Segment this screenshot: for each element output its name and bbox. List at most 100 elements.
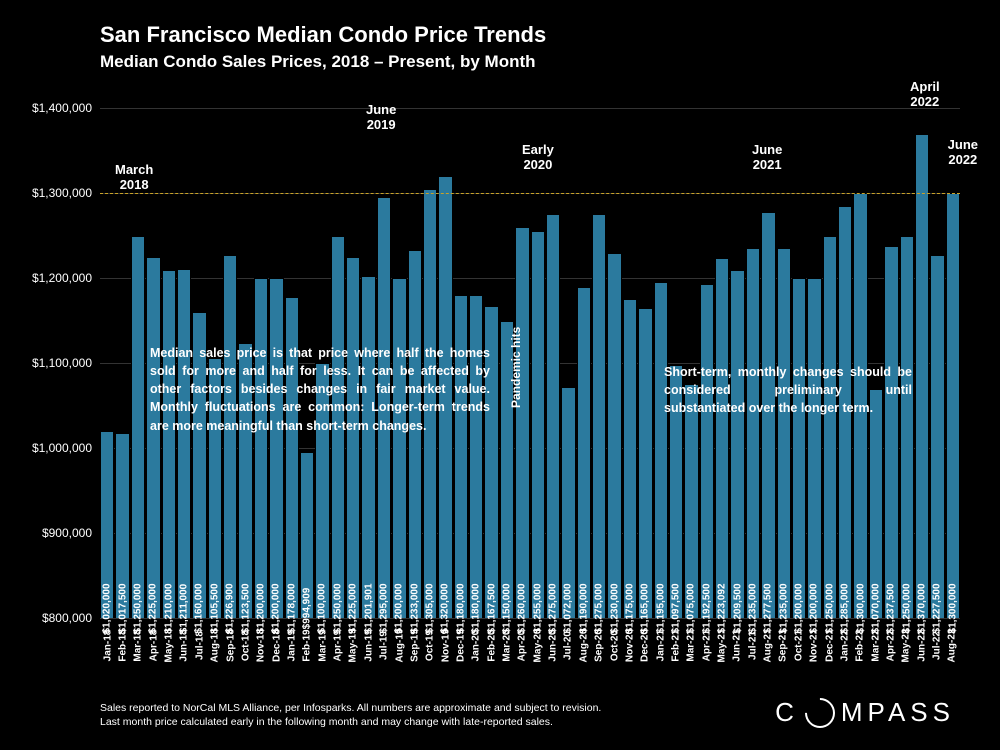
bar: $1,209,500 — [730, 270, 744, 618]
bar-value-label: $1,226,900 — [225, 583, 236, 633]
bar-value-label: $1,167,500 — [486, 583, 497, 633]
bar-value-label: $1,250,000 — [824, 583, 835, 633]
bar: $1,250,000 — [131, 236, 145, 619]
bar-value-label: $1,210,000 — [163, 583, 174, 633]
bar-value-label: $1,300,000 — [855, 583, 866, 633]
bar-value-label: $1,180,000 — [455, 583, 466, 633]
bar-value-label: $1,200,000 — [809, 583, 820, 633]
bar: $1,070,000 — [869, 389, 883, 619]
bar-value-label: $1,180,000 — [471, 583, 482, 633]
annotation-early-2020: Early2020 — [522, 143, 554, 173]
annotation-pandemic: Pandemic hits — [509, 327, 523, 408]
bar-value-label: $1,178,000 — [286, 583, 297, 633]
bar-value-label: $994,909 — [302, 588, 313, 630]
bar-value-label: $1,200,000 — [255, 583, 266, 633]
bar: $1,200,000 — [392, 278, 406, 618]
bar-value-label: $1,285,000 — [840, 583, 851, 633]
compass-logo: C MPASS — [775, 697, 955, 728]
bar-value-label: $1,250,000 — [332, 583, 343, 633]
footnote: Sales reported to NorCal MLS Alliance, p… — [100, 701, 601, 730]
annotation-june-2022: June2022 — [948, 138, 978, 168]
y-axis-tick: $1,200,000 — [32, 271, 92, 285]
compass-logo-icon — [799, 691, 841, 733]
bar-value-label: $1,017,500 — [117, 583, 128, 633]
bar: $1,072,000 — [561, 387, 575, 618]
annotation-april-2022: April2022 — [910, 80, 940, 110]
bar-value-label: $1,225,000 — [348, 583, 359, 633]
bar: $1,226,900 — [223, 255, 237, 618]
y-axis-tick: $900,000 — [42, 526, 92, 540]
bar-value-label: $1,195,000 — [655, 583, 666, 633]
bar: $1,225,000 — [346, 257, 360, 618]
bar: $1,235,000 — [777, 248, 791, 618]
annotation-june-2019: June2019 — [366, 103, 396, 133]
compass-logo-text-rest: MPASS — [841, 697, 955, 728]
annotation-march-2018: March2018 — [115, 163, 153, 193]
bar: $1,230,000 — [607, 253, 621, 619]
bar-value-label: $1,201,901 — [363, 583, 374, 633]
bar: $1,192,500 — [700, 284, 714, 618]
bar: $1,275,000 — [546, 214, 560, 618]
y-axis-tick: $1,400,000 — [32, 101, 92, 115]
explanation-textbox-right: Short-term, monthly changes should be co… — [664, 363, 912, 417]
bar-value-label: $1,105,500 — [209, 583, 220, 633]
bar: $1,223,092 — [715, 258, 729, 618]
bar: $1,165,000 — [638, 308, 652, 618]
bar-value-label: $1,277,500 — [763, 583, 774, 633]
bar-value-label: $1,320,000 — [440, 583, 451, 633]
bar: $1,225,000 — [146, 257, 160, 618]
bar-value-label: $1,235,000 — [778, 583, 789, 633]
bar: $1,195,000 — [654, 282, 668, 618]
bar-value-label: $1,150,000 — [501, 583, 512, 633]
bar: $1,175,000 — [623, 299, 637, 618]
bar-value-label: $1,223,092 — [717, 583, 728, 633]
explanation-textbox-left: Median sales price is that price where h… — [150, 344, 490, 435]
bar: $1,275,000 — [592, 214, 606, 618]
chart-subtitle: Median Condo Sales Prices, 2018 – Presen… — [100, 52, 546, 72]
annotation-june-2021: June2021 — [752, 143, 782, 173]
bar-value-label: $1,235,000 — [747, 583, 758, 633]
bar: $1,200,000 — [254, 278, 268, 618]
y-axis-tick: $1,100,000 — [32, 356, 92, 370]
bar: $1,017,500 — [115, 433, 129, 618]
bar-value-label: $1,165,000 — [640, 583, 651, 633]
bar-value-label: $1,250,000 — [132, 583, 143, 633]
bar-value-label: $1,075,000 — [686, 583, 697, 633]
bar: $1,201,901 — [361, 276, 375, 618]
bar-value-label: $1,160,000 — [194, 583, 205, 633]
y-axis: $800,000$900,000$1,000,000$1,100,000$1,2… — [15, 108, 100, 618]
bar: $1,237,500 — [884, 246, 898, 618]
reference-line — [100, 193, 960, 194]
bar-value-label: $1,250,000 — [901, 583, 912, 633]
bar: $1,020,000 — [100, 431, 114, 618]
bar: $1,260,000 — [515, 227, 529, 618]
bar: $1,250,000 — [900, 236, 914, 619]
bar: $1,370,000 — [915, 134, 929, 619]
bar: $994,909 — [300, 452, 314, 618]
bar-value-label: $1,211,000 — [179, 584, 190, 634]
bar: $1,211,000 — [177, 269, 191, 618]
bar-value-label: $1,209,500 — [732, 583, 743, 633]
bar: $1,227,500 — [930, 255, 944, 618]
title-block: San Francisco Median Condo Price Trends … — [100, 22, 546, 72]
bar-value-label: $1,260,000 — [517, 583, 528, 633]
bar: $1,190,000 — [577, 287, 591, 619]
bar-value-label: $1,275,000 — [594, 583, 605, 633]
bar-value-label: $1,300,000 — [947, 583, 958, 633]
bar: $1,200,000 — [269, 278, 283, 618]
bar-value-label: $1,020,000 — [102, 583, 113, 633]
bar: $1,200,000 — [807, 278, 821, 618]
bar-value-label: $1,123,500 — [240, 583, 251, 633]
bar-value-label: $1,175,000 — [624, 583, 635, 633]
bar-value-label: $1,227,500 — [932, 583, 943, 633]
bar-value-label: $1,100,000 — [317, 583, 328, 633]
bar-value-label: $1,097,500 — [671, 583, 682, 633]
bar-value-label: $1,305,000 — [425, 583, 436, 633]
bar: $1,250,000 — [823, 236, 837, 619]
bar-value-label: $1,200,000 — [394, 583, 405, 633]
y-axis-tick: $1,000,000 — [32, 441, 92, 455]
bar: $1,235,000 — [746, 248, 760, 618]
y-axis-tick: $1,300,000 — [32, 186, 92, 200]
bar-value-label: $1,200,000 — [271, 583, 282, 633]
bar-value-label: $1,200,000 — [794, 583, 805, 633]
